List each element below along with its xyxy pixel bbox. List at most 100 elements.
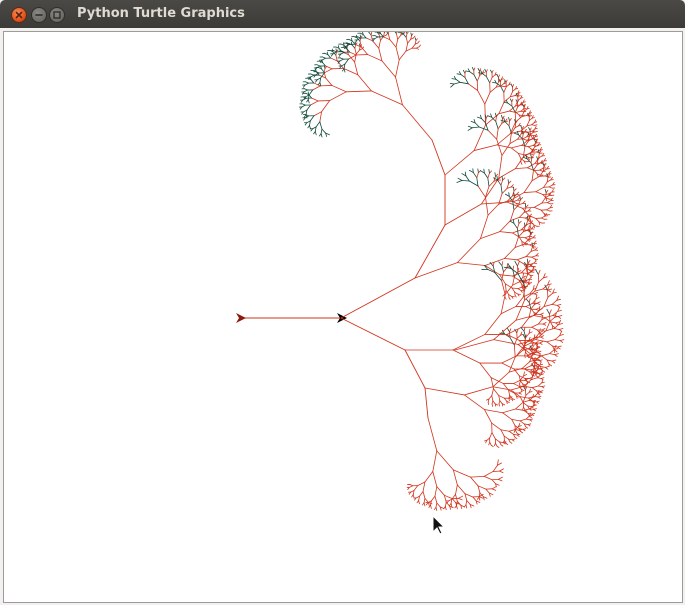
tree-branch: [340, 50, 345, 53]
tree-branch: [422, 491, 426, 499]
tree-branch: [533, 311, 535, 316]
tree-branch: [368, 32, 372, 36]
tree-branch: [548, 184, 553, 188]
title-bar[interactable]: Python Turtle Graphics: [0, 0, 685, 28]
tree-branch: [531, 117, 535, 119]
tree-branch: [496, 138, 503, 156]
tree-branch: [514, 294, 517, 298]
tree-branch: [514, 429, 518, 434]
tree-branch: [540, 336, 544, 339]
tree-branch: [499, 231, 513, 234]
tree-branch: [467, 125, 473, 129]
tree-branch: [361, 46, 369, 55]
minimize-button[interactable]: [31, 7, 47, 23]
tree-branch: [552, 325, 556, 329]
tree-branch: [517, 197, 521, 201]
tree-branch: [546, 207, 551, 211]
tree-branch: [512, 433, 518, 436]
tree-branch: [536, 401, 539, 404]
tree-branch: [484, 114, 487, 119]
tree-branch: [531, 387, 537, 392]
tree-branch: [340, 277, 416, 319]
tree-branch: [539, 361, 542, 366]
tree-branch: [525, 386, 528, 391]
tree-branch: [520, 327, 525, 332]
tree-branch: [518, 392, 522, 395]
tree-branch: [523, 385, 526, 391]
tree-branch: [499, 274, 513, 277]
tree-branch: [465, 70, 471, 73]
tree-branch: [515, 401, 524, 410]
tree-branch: [535, 139, 538, 143]
tree-branch: [517, 92, 521, 94]
tree-branch: [506, 201, 523, 209]
tree-branch: [554, 339, 561, 342]
tree-branch: [316, 65, 321, 69]
tree-branch: [508, 294, 513, 297]
tree-branch: [536, 173, 541, 176]
tree-branch: [317, 82, 321, 86]
tree-branch: [471, 67, 475, 71]
tree-branch: [520, 125, 523, 130]
tree-branch: [415, 38, 418, 41]
tree-branch: [455, 78, 461, 83]
tree-branch: [466, 500, 471, 505]
tree-branch: [475, 500, 478, 505]
tree-branch: [475, 500, 481, 503]
tree-branch: [493, 177, 498, 181]
tree-branch: [537, 352, 541, 355]
close-button[interactable]: [11, 7, 27, 23]
tree-branch: [539, 328, 541, 334]
tree-branch: [436, 450, 454, 471]
tree-branch: [546, 202, 551, 205]
tree-branch: [523, 406, 526, 411]
tree-branch: [306, 120, 311, 124]
maximize-button[interactable]: [49, 7, 65, 23]
tree-branch: [525, 426, 529, 429]
tree-branch: [344, 58, 349, 65]
tree-branch: [343, 67, 359, 76]
tree-branch: [525, 262, 529, 269]
tree-branch: [542, 165, 545, 172]
tree-branch: [512, 265, 515, 271]
tree-branch: [305, 114, 308, 119]
tree-branch: [348, 54, 357, 60]
tree-branch: [415, 47, 420, 50]
tree-branch: [519, 195, 521, 201]
tree-branch: [530, 154, 533, 159]
tree-branch: [505, 290, 510, 295]
tree-branch: [543, 163, 547, 167]
tree-branch: [549, 316, 555, 322]
tree-branch: [515, 99, 518, 103]
tree-branch: [453, 81, 461, 85]
tree-branch: [451, 498, 457, 504]
tree-branch: [518, 199, 521, 206]
tree-branch: [546, 200, 552, 203]
tree-branch: [493, 339, 519, 345]
tree-branch: [455, 502, 460, 505]
tree-branch: [486, 437, 491, 441]
tree-branch: [500, 294, 506, 315]
tree-branch: [526, 258, 529, 264]
tree-branch: [522, 428, 526, 432]
tree-branch: [507, 179, 510, 184]
tree-branch: [520, 108, 524, 112]
tree-branch: [535, 308, 540, 311]
tree-branch: [503, 397, 508, 402]
tree-branch: [533, 138, 536, 143]
tree-branch: [508, 117, 511, 122]
tree-branch: [538, 319, 543, 325]
tree-branch: [533, 224, 535, 229]
tree-branch: [512, 269, 515, 277]
tree-branch: [320, 128, 323, 135]
turtle-canvas[interactable]: [3, 31, 683, 603]
tree-branch: [503, 86, 507, 93]
tree-branch: [312, 85, 321, 91]
tree-branch: [509, 441, 513, 444]
tree-branch: [541, 328, 546, 331]
tree-branch: [435, 502, 438, 508]
tree-branch: [476, 172, 479, 179]
tree-branch: [512, 275, 520, 281]
tree-branch: [519, 418, 527, 422]
tree-branch: [554, 354, 558, 357]
